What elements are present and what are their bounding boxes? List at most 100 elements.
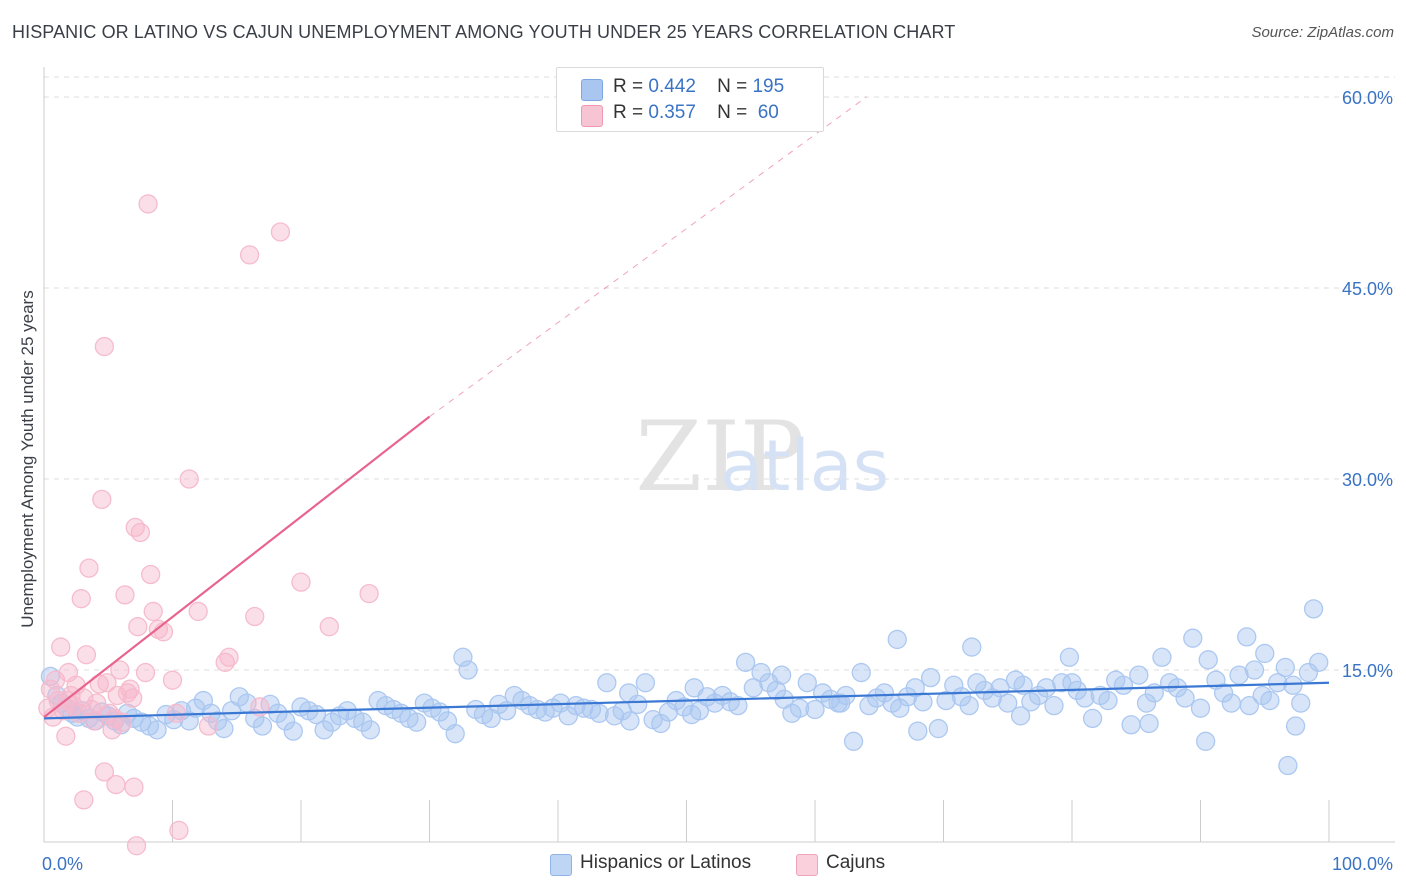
cajun-point xyxy=(166,703,187,723)
hispanic-point xyxy=(185,698,206,718)
cajun-point xyxy=(153,622,174,642)
cajun-point xyxy=(112,712,133,732)
hispanic-point xyxy=(1229,665,1249,685)
hispanic-point xyxy=(1183,628,1203,648)
cajun-trend-line xyxy=(43,415,431,718)
hispanic-point xyxy=(928,718,949,739)
n-label: N = xyxy=(717,102,748,123)
hispanic-point xyxy=(1285,716,1306,736)
hispanic-point xyxy=(283,721,303,741)
hispanic-point xyxy=(1267,673,1288,693)
cajun-point xyxy=(179,469,199,489)
cajun-point xyxy=(79,558,99,578)
hispanic-point xyxy=(831,693,851,713)
cajun-point xyxy=(138,194,158,214)
stats-label-cajun: R = 0.357 N = 60 xyxy=(613,102,779,124)
hispanic-point xyxy=(859,696,879,716)
hispanic-point xyxy=(843,731,864,751)
cajun-point xyxy=(92,489,112,510)
hispanic-point xyxy=(959,696,979,716)
cajun-swatch xyxy=(581,105,603,127)
hispanic-point xyxy=(1213,683,1234,703)
r-value-hispanic: 0.442 xyxy=(648,76,696,97)
hispanic-point xyxy=(797,673,817,693)
hispanic-point xyxy=(921,667,941,688)
tick-labels: 15.0% 30.0% 45.0% 60.0% 0.0% 100.0% xyxy=(42,88,1393,874)
hispanic-point xyxy=(658,702,679,722)
hispanic-point xyxy=(1129,665,1149,685)
cajun-point xyxy=(124,777,144,797)
n-label: N = xyxy=(717,76,748,97)
hispanic-point xyxy=(314,720,334,740)
n-value-cajun: 60 xyxy=(757,102,779,123)
cajun-point xyxy=(123,688,143,708)
chart-title: HISPANIC OR LATINO VS CAJUN UNEMPLOYMENT… xyxy=(12,22,956,42)
hispanic-point xyxy=(1059,647,1080,667)
hispanic-point xyxy=(406,712,427,732)
hispanic-point xyxy=(1021,692,1041,712)
cajun-point xyxy=(87,693,107,713)
hispanic-point xyxy=(1278,755,1298,776)
hispanic-point xyxy=(489,694,509,715)
r-label: R = xyxy=(613,102,644,123)
hispanic-trend-line xyxy=(43,681,1330,720)
hispanic-point xyxy=(1244,660,1265,680)
chart-source: Source: ZipAtlas.com xyxy=(1251,24,1394,41)
hispanic-point xyxy=(735,652,756,673)
cajun-point xyxy=(169,820,189,841)
hispanic-point xyxy=(229,687,249,707)
y-tick-label: 15.0% xyxy=(1342,661,1393,681)
cajun-point xyxy=(128,617,148,637)
legend-swatch-hispanic xyxy=(550,854,572,876)
hispanic-point xyxy=(751,662,771,683)
hispanic-point xyxy=(620,711,640,731)
hispanic-point xyxy=(1275,657,1295,678)
hispanic-point xyxy=(566,696,586,716)
cajun-point xyxy=(198,716,219,736)
cajun-point xyxy=(291,572,311,592)
hispanic-point xyxy=(1198,650,1218,670)
stats-legend: R = 0.442 N = 195 R = 0.357 N = 60 xyxy=(556,67,824,132)
x-tick-label: 100.0% xyxy=(1332,854,1393,874)
cajun-point xyxy=(143,601,163,622)
legend-label-cajun: Cajuns xyxy=(826,852,886,873)
hispanic-point xyxy=(874,683,895,703)
hispanic-point xyxy=(1221,693,1241,713)
cajun-point xyxy=(162,670,183,690)
hispanic-point xyxy=(651,713,671,734)
hispanic-point xyxy=(214,718,234,739)
hispanic-point xyxy=(1190,698,1211,718)
hispanic-point xyxy=(851,662,871,683)
hispanic-point xyxy=(1291,693,1311,713)
hispanic-point xyxy=(252,716,273,736)
y-tick-label: 45.0% xyxy=(1342,279,1393,299)
cajun-point xyxy=(245,606,265,627)
n-value-hispanic: 195 xyxy=(752,76,785,97)
hispanic-point xyxy=(1195,731,1216,751)
hispanic-point xyxy=(789,698,810,718)
hispanic-point xyxy=(974,680,995,701)
hispanic-point xyxy=(728,696,748,716)
axes xyxy=(43,67,1395,843)
hispanic-point xyxy=(1152,647,1172,667)
hispanic-swatch xyxy=(581,79,603,101)
hispanic-point xyxy=(1237,627,1257,647)
hispanic-point xyxy=(360,720,381,740)
y-tick-label: 60.0% xyxy=(1342,88,1393,108)
hispanic-point xyxy=(1013,675,1033,695)
hispanic-point xyxy=(1309,652,1329,673)
hispanic-point xyxy=(962,637,982,657)
hispanic-point xyxy=(1139,713,1159,734)
hispanic-point xyxy=(1136,693,1157,713)
cajun-point xyxy=(94,336,115,357)
hispanic-point xyxy=(944,675,964,695)
cajun-point xyxy=(130,522,151,543)
hispanic-point xyxy=(908,721,928,741)
hispanic-point xyxy=(1113,675,1134,695)
hispanic-point xyxy=(1121,715,1141,735)
hispanic-point xyxy=(936,690,956,711)
hispanic-point xyxy=(147,720,167,740)
cajun-point xyxy=(71,589,91,609)
y-tick-label: 30.0% xyxy=(1342,470,1393,490)
